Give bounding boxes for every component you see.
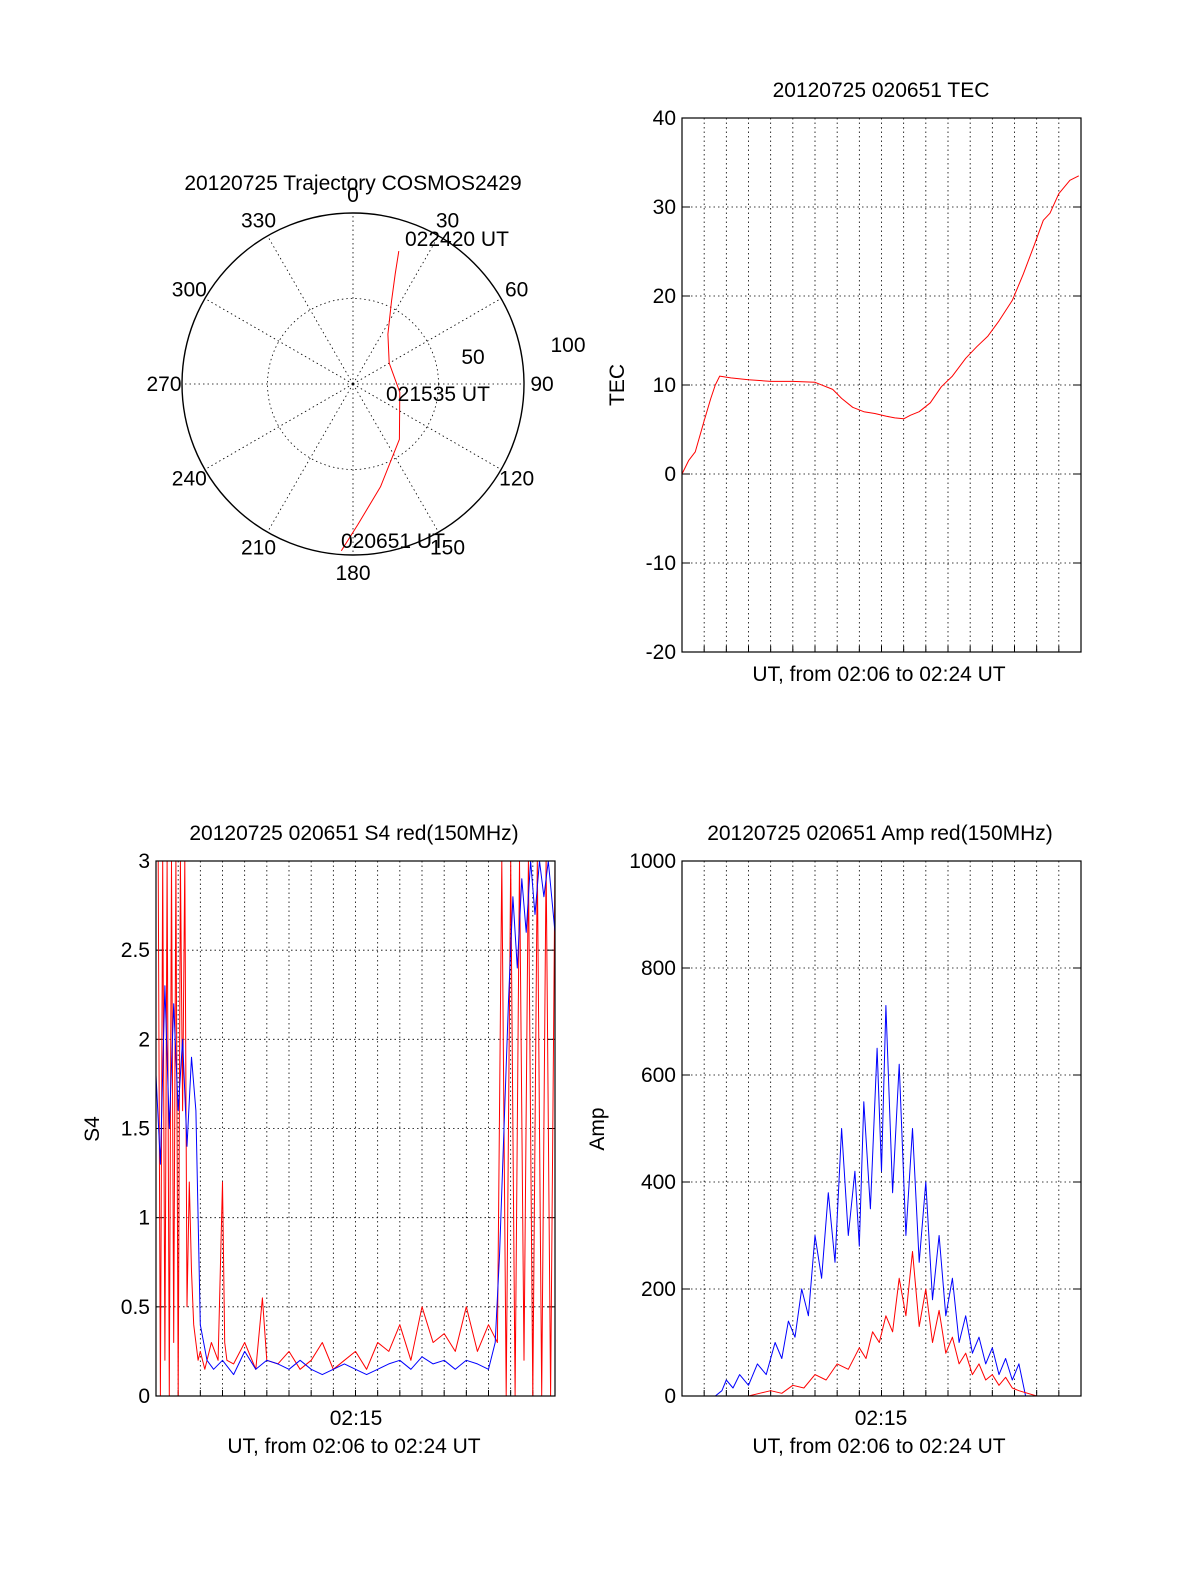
polar-outer-circle [181, 212, 525, 556]
y-tick-label: 600 [641, 1064, 676, 1087]
amp-x-axis-label: UT, from 02:06 to 02:24 UT [752, 1435, 1005, 1458]
y-tick-label: 40 [653, 107, 676, 130]
y-tick-label: 1000 [629, 850, 676, 873]
amp-series-blue [682, 1005, 1081, 1397]
s4-y-tick-labels: 0 0.5 1 1.5 2 2.5 3 [121, 850, 150, 1408]
polar-angle-label: 30 [436, 209, 459, 232]
polar-spoke [204, 383, 354, 470]
y-tick-label: 2 [138, 1028, 150, 1051]
polar-spoke [204, 298, 354, 385]
polar-spoke [267, 235, 354, 385]
polar-angle-label: 120 [499, 468, 534, 491]
s4-title: 20120725 020651 S4 red(150MHz) [189, 822, 518, 845]
polar-spoke [352, 383, 439, 533]
y-tick-label: 3 [138, 850, 150, 873]
polar-angle-label: 330 [241, 209, 276, 232]
y-tick-label: 30 [653, 196, 676, 219]
amp-y-tick-labels: 0 200 400 600 800 1000 [629, 850, 676, 1408]
polar-angle-label: 60 [505, 279, 528, 302]
polar-point-label-start: 020651 UT [341, 530, 445, 553]
polar-spoke [352, 298, 502, 385]
s4-x-axis-label: UT, from 02:06 to 02:24 UT [227, 1435, 480, 1458]
tec-title: 20120725 020651 TEC [773, 79, 990, 102]
polar-spoke [352, 383, 502, 470]
amp-x-tick-label: 02:15 [855, 1407, 908, 1430]
polar-trajectory-line [340, 251, 401, 552]
amp-plot: 20120725 020651 Amp red(150MHz) 0 200 400 6… [586, 822, 1082, 1458]
s4-y-axis-label: S4 [81, 1116, 104, 1142]
polar-angle-label: 180 [335, 562, 370, 585]
tec-y-tick-labels: -20 -10 0 10 20 30 40 [646, 107, 676, 664]
y-tick-label: 0.5 [121, 1296, 150, 1319]
polar-angle-label: 90 [530, 373, 553, 396]
polar-angle-label: 210 [241, 537, 276, 560]
amp-grid [682, 860, 1081, 1397]
y-tick-label: 0 [664, 463, 676, 486]
s4-x-tick-label: 02:15 [330, 1407, 383, 1430]
polar-grid [181, 212, 525, 556]
s4-series-red [157, 860, 556, 1397]
s4-series-blue [155, 860, 556, 1376]
tec-plot-frame [681, 117, 1082, 653]
y-tick-label: 2.5 [121, 939, 150, 962]
amp-series-red [682, 1251, 1081, 1397]
amp-title: 20120725 020651 Amp red(150MHz) [707, 822, 1053, 845]
amp-y-axis-label: Amp [586, 1107, 609, 1150]
amp-plot-frame [681, 860, 1082, 1397]
polar-spoke [352, 235, 439, 385]
y-tick-label: 800 [641, 957, 676, 980]
polar-angle-labels: 0 30 60 90 120 150 180 210 240 270 300 330 [146, 184, 553, 585]
polar-point-label-end: 022420 UT [405, 228, 509, 251]
polar-trajectory-plot: 20120725 Trajectory COSMOS2429 0 30 60 90 12… [146, 172, 585, 585]
y-tick-label: 1.5 [121, 1118, 150, 1141]
polar-title: 20120725 Trajectory COSMOS2429 [184, 172, 521, 195]
s4-plot: 20120725 020651 S4 red(150MHz) 0 0.5 1 1.5 2… [81, 822, 556, 1458]
polar-point-label-mid: 021535 UT [386, 383, 490, 406]
polar-angle-label: 0 [347, 184, 359, 207]
s4-grid [156, 860, 555, 1397]
y-tick-label: -10 [646, 552, 676, 575]
tec-series-red [681, 175, 1080, 475]
s4-plot-frame [155, 860, 556, 1397]
polar-angle-label: 300 [172, 279, 207, 302]
y-tick-label: 400 [641, 1171, 676, 1194]
polar-angle-label: 240 [172, 468, 207, 491]
polar-angle-label: 270 [146, 373, 181, 396]
y-tick-label: 0 [664, 1385, 676, 1408]
y-tick-label: 0 [138, 1385, 150, 1408]
polar-angle-label: 150 [430, 537, 465, 560]
polar-radius-label-50: 50 [461, 346, 484, 369]
tec-x-axis-label: UT, from 02:06 to 02:24 UT [752, 663, 1005, 686]
y-tick-label: 20 [653, 285, 676, 308]
y-tick-label: 1 [138, 1207, 150, 1230]
polar-spoke [267, 383, 354, 533]
y-tick-label: -20 [646, 641, 676, 664]
y-tick-label: 10 [653, 374, 676, 397]
tec-grid [682, 117, 1081, 653]
y-tick-label: 200 [641, 1278, 676, 1301]
tec-y-axis-label: TEC [606, 364, 629, 406]
polar-radius-label-100: 100 [550, 334, 585, 357]
